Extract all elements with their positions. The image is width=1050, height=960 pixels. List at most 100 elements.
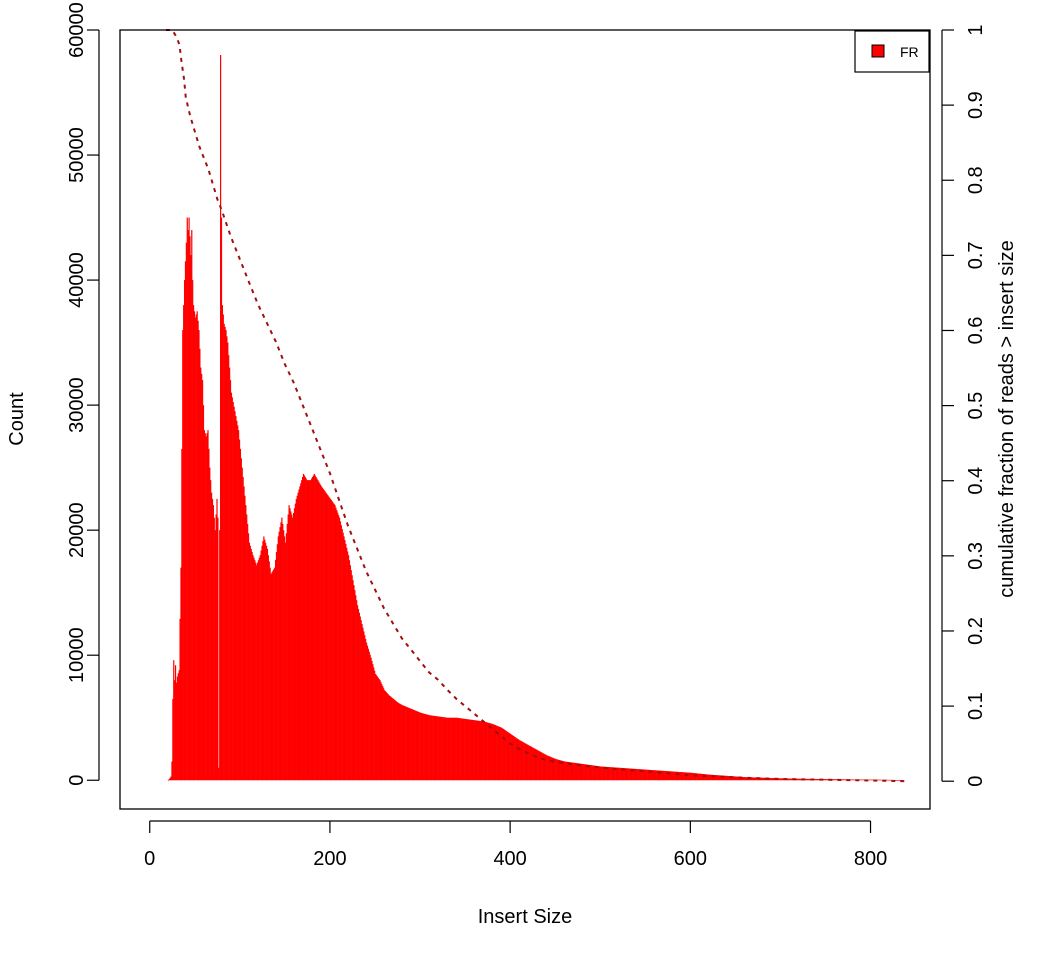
histogram-bar	[366, 645, 369, 781]
histogram-bar	[261, 545, 263, 781]
histogram-bar	[575, 762, 577, 781]
histogram-bar	[489, 723, 491, 781]
right-y-axis: 0 0.1 0.2 0.3 0.4 0.5 0.6 0.7 0.8 0.9 1	[941, 24, 987, 787]
histogram-bar	[569, 762, 571, 781]
histogram-bar	[465, 719, 468, 781]
histogram-bar	[834, 779, 836, 781]
histogram-bar	[721, 775, 724, 781]
histogram-bar	[805, 778, 807, 781]
histogram-bar	[438, 716, 441, 781]
histogram-bar	[887, 779, 889, 781]
histogram-bar	[657, 770, 660, 781]
histogram-bar	[305, 478, 307, 781]
histogram-bar	[630, 768, 633, 781]
histogram-bar	[685, 772, 688, 781]
histogram-bar	[551, 757, 553, 781]
histogram-bar	[787, 778, 789, 781]
histogram-bar	[755, 777, 757, 781]
histogram-bar	[309, 480, 311, 781]
histogram-bar	[575, 763, 578, 781]
right-tick-label: 0	[965, 776, 987, 787]
histogram-bar	[236, 420, 238, 781]
histogram-bar	[496, 725, 498, 781]
histogram-bar	[348, 560, 351, 781]
histogram-bar	[354, 590, 356, 781]
right-tick-label: 0.7	[965, 241, 987, 269]
histogram-bar	[306, 480, 308, 781]
histogram-bar	[504, 730, 506, 781]
histogram-bar	[634, 768, 636, 781]
histogram-bar	[814, 778, 816, 781]
histogram-bar	[716, 775, 718, 781]
histogram-bar	[764, 777, 766, 781]
histogram-bar	[248, 542, 251, 781]
histogram-bar	[422, 713, 424, 781]
histogram-bar	[898, 780, 900, 781]
histogram-bar	[818, 779, 820, 781]
histogram-bar	[447, 717, 449, 781]
histogram-bar	[657, 770, 659, 781]
histogram-bar	[215, 514, 217, 781]
histogram-bar	[641, 769, 643, 781]
histogram-bar	[311, 478, 313, 781]
histogram-bar	[217, 517, 219, 781]
histogram-bar	[568, 762, 570, 781]
histogram-bar	[172, 698, 174, 781]
bottom-tick-label: 800	[854, 848, 887, 870]
histogram-bar	[228, 355, 230, 781]
left-tick-label: 50000	[66, 127, 88, 183]
histogram-bar	[450, 717, 452, 781]
histogram-bar	[614, 767, 616, 781]
histogram-bar	[196, 311, 198, 781]
histogram-bar	[647, 769, 650, 781]
histogram-bar	[826, 779, 828, 781]
right-tick-label: 0.6	[965, 317, 987, 345]
histogram-bar	[408, 707, 410, 781]
histogram-bar	[788, 778, 790, 781]
left-tick-label: 0	[66, 775, 88, 786]
histogram-bar	[365, 638, 367, 781]
histogram-bar	[234, 411, 236, 781]
histogram-bar	[541, 752, 543, 781]
histogram-bar	[253, 557, 255, 781]
histogram-bar	[652, 770, 654, 781]
histogram-bar	[405, 706, 407, 781]
histogram-bar	[706, 774, 708, 781]
histogram-bar	[625, 768, 627, 781]
histogram-bar	[505, 730, 507, 781]
histogram-bar	[446, 717, 448, 781]
histogram-bar	[813, 778, 815, 781]
histogram-bar	[347, 555, 350, 781]
histogram-bar	[265, 545, 268, 781]
histogram-bar	[250, 548, 252, 781]
histogram-bar	[242, 477, 244, 781]
histogram-bar	[728, 775, 730, 781]
histogram-bar	[509, 733, 511, 781]
histogram-bar	[290, 511, 292, 781]
histogram-bar	[643, 769, 645, 781]
histogram-bar	[418, 711, 420, 781]
histogram-bar	[420, 712, 423, 781]
histogram-bar	[426, 714, 428, 781]
histogram-bar	[771, 778, 773, 781]
histogram-bar	[352, 580, 354, 781]
histogram-bar	[660, 770, 662, 781]
histogram-bar	[678, 771, 680, 781]
histogram-bar	[345, 543, 347, 781]
histogram-bar	[529, 745, 531, 781]
histogram-bar	[269, 567, 271, 781]
histogram-bar	[714, 775, 716, 781]
histogram-bar	[493, 724, 495, 781]
histogram-bar	[334, 505, 336, 781]
histogram-bar	[402, 705, 405, 781]
histogram-bar	[501, 727, 503, 781]
histogram-bar	[550, 757, 552, 781]
histogram-bar	[320, 484, 322, 781]
histogram-bar	[661, 770, 663, 781]
histogram-bar	[876, 779, 879, 781]
histogram-bar	[184, 261, 187, 781]
histogram-bar	[201, 373, 203, 781]
histogram-bar	[711, 774, 714, 781]
histogram-bar	[597, 766, 599, 781]
histogram-bar	[173, 660, 175, 781]
